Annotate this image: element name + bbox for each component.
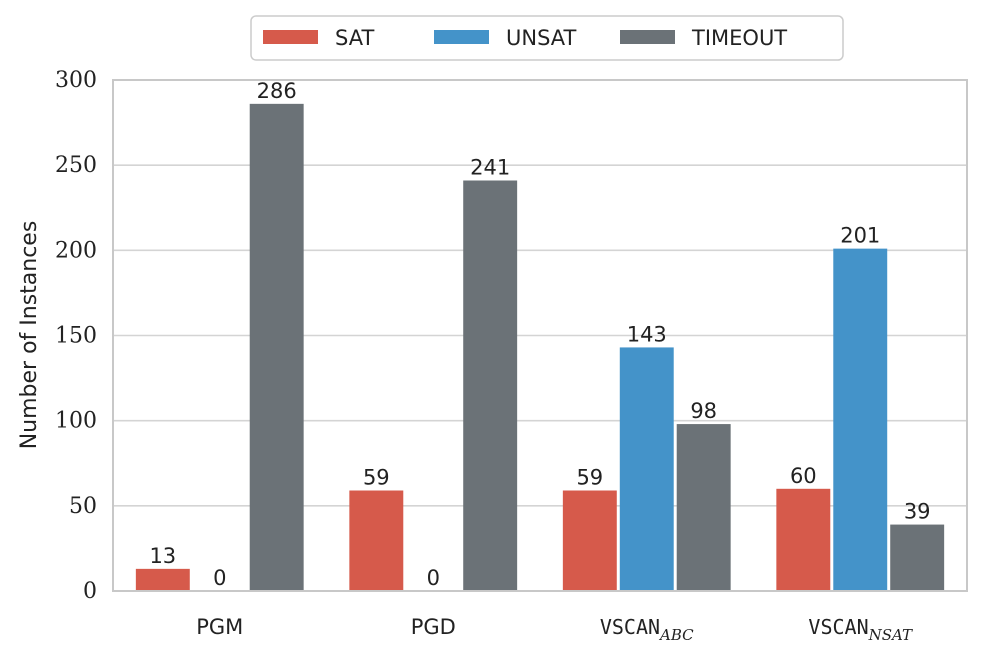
data-label: 143 [627, 322, 667, 346]
legend-label: TIMEOUT [691, 26, 787, 50]
data-label: 0 [427, 566, 440, 590]
plot-frame [112, 79, 968, 592]
y-tick-label: 0 [83, 579, 97, 604]
bar-timeout [249, 103, 304, 591]
data-label: 98 [690, 399, 717, 423]
legend-box [250, 15, 844, 61]
legend-swatch-sat [263, 30, 318, 44]
bars [135, 103, 945, 591]
data-label: 59 [363, 466, 390, 490]
data-label: 39 [904, 500, 931, 524]
bar-sat [135, 568, 190, 591]
bar-unsat [833, 248, 888, 591]
x-tick-subscript: NSAT [868, 626, 913, 644]
legend-swatch-unsat [434, 30, 489, 44]
bar-timeout [890, 524, 945, 591]
x-tick-main: VSCAN [808, 615, 868, 639]
bar-sat [776, 488, 831, 591]
x-tick-label: PGM [196, 615, 243, 639]
y-tick-label: 50 [69, 494, 97, 519]
data-label: 241 [470, 155, 510, 179]
y-axis-ticks: 0 50 100 150 200 250 300 [55, 68, 97, 604]
y-tick-label: 200 [55, 238, 97, 263]
data-label: 0 [213, 566, 226, 590]
data-label: 13 [149, 544, 176, 568]
y-tick-label: 300 [55, 68, 97, 93]
bar-timeout [676, 424, 731, 591]
data-label: 201 [840, 224, 880, 248]
plot-border [112, 79, 968, 592]
legend-swatch-timeout [620, 30, 675, 44]
y-tick-label: 100 [55, 409, 97, 434]
y-axis-title: Number of Instances [17, 221, 42, 450]
data-label: 59 [576, 466, 603, 490]
x-tick-main: PGM [196, 615, 243, 639]
x-tick-label: PGD [411, 615, 456, 639]
bar-sat [349, 490, 404, 591]
y-tick-label: 250 [55, 153, 97, 178]
x-tick-main: PGD [411, 615, 456, 639]
data-labels: 13 0 286 59 0 241 59 143 98 60 201 39 [149, 79, 930, 590]
legend-label: SAT [335, 26, 374, 50]
x-tick-main: VSCAN [600, 615, 660, 639]
bar-timeout [463, 180, 518, 591]
data-label: 60 [790, 464, 817, 488]
x-tick-subscript: ABC [658, 626, 694, 644]
bar-unsat [619, 347, 674, 591]
data-label: 286 [257, 79, 297, 103]
legend-label: UNSAT [506, 26, 577, 50]
y-tick-label: 150 [55, 324, 97, 349]
x-tick-label: VSCANNSAT [808, 615, 913, 644]
bar-sat [562, 490, 617, 591]
x-tick-label: VSCANABC [600, 615, 694, 644]
legend: SAT UNSAT TIMEOUT [250, 15, 844, 61]
x-axis-ticks: PGM PGD VSCANABC VSCANNSAT [196, 615, 913, 644]
